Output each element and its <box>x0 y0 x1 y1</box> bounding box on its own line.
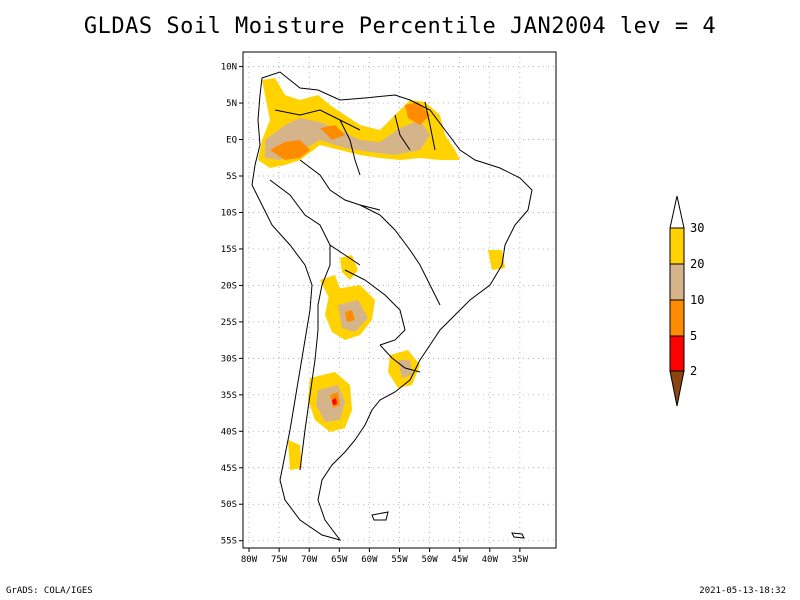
lat-tick-label: 50S <box>221 500 237 510</box>
moisture-shading <box>258 78 505 470</box>
map-gridlines <box>243 52 556 548</box>
lon-tick-label: 45W <box>452 555 469 565</box>
colorbar-label-30: 30 <box>690 221 704 235</box>
colorbar-bottom-arrow <box>669 370 685 407</box>
colorbar-top-arrow <box>669 195 685 229</box>
lon-tick-label: 80W <box>241 555 258 565</box>
lon-tick-label: 40W <box>482 555 499 565</box>
lat-tick-label: 30S <box>221 354 237 364</box>
colorbar-label-5: 5 <box>690 329 697 343</box>
lat-tick-label: 35S <box>221 391 237 401</box>
lat-tick-label: 45S <box>221 464 237 474</box>
lat-tick-label: EQ <box>226 136 237 146</box>
colorbar-label-10: 10 <box>690 293 704 307</box>
colorbar-2-5 <box>669 335 685 372</box>
lat-tick-label: 20S <box>221 281 237 291</box>
lat-tick-label: 25S <box>221 318 237 328</box>
colorbar-legend: 30 20 10 5 2 <box>669 195 704 407</box>
lon-tick-label: 75W <box>271 555 288 565</box>
footer-timestamp: 2021-05-13-18:32 <box>699 586 786 596</box>
lat-tick-label: 10S <box>221 208 237 218</box>
lat-tick-label: 5N <box>226 99 237 109</box>
lon-tick-label: 60W <box>361 555 378 565</box>
colorbar-20-30 <box>669 227 685 265</box>
colorbar-label-20: 20 <box>690 257 704 271</box>
lat-tick-label: 5S <box>226 172 237 182</box>
lat-tick-label: 55S <box>221 537 237 547</box>
lat-tick-label: 40S <box>221 427 237 437</box>
colorbar-5-10 <box>669 299 685 337</box>
lon-tick-label: 50W <box>421 555 438 565</box>
lat-tick-label: 10N <box>221 63 237 73</box>
lat-tick-label: 15S <box>221 245 237 255</box>
lon-tick-label: 55W <box>391 555 408 565</box>
colorbar-10-20 <box>669 263 685 301</box>
coastline <box>251 71 533 541</box>
footer-credit: GrADS: COLA/IGES <box>6 586 93 596</box>
longitude-tick-labels: 80W 75W 70W 65W 60W 55W 50W 45W 40W 35W <box>241 548 529 565</box>
latitude-tick-labels: 10N 5N EQ 5S 10S 15S 20S 25S 30S 35S 40S 45S 50S 55S <box>221 63 243 547</box>
map-title: GLDAS Soil Moisture Percentile JAN2004 l… <box>83 14 717 39</box>
lon-tick-label: 70W <box>301 555 318 565</box>
lon-tick-label: 35W <box>512 555 529 565</box>
colorbar-label-2: 2 <box>690 364 697 378</box>
lon-tick-label: 65W <box>331 555 348 565</box>
